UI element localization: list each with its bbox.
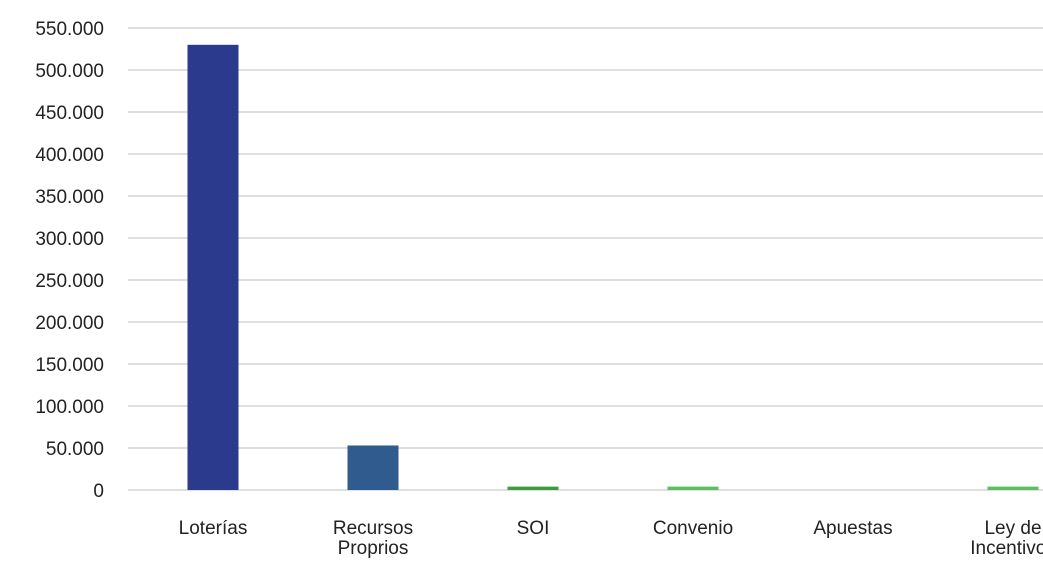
bar (347, 445, 399, 490)
x-category-label: Loterías (179, 518, 248, 539)
y-tick-label: 500.000 (35, 61, 104, 82)
x-category-label-line: Ley de (984, 518, 1041, 539)
x-category-label-line: Incentivos (970, 538, 1043, 559)
y-tick-label: 0 (93, 481, 104, 502)
y-tick-label: 550.000 (35, 19, 104, 40)
x-category-label: Ley deIncentivos (970, 518, 1043, 559)
x-category-label: Recursos Proprios (333, 518, 413, 559)
bar (507, 486, 559, 490)
x-category-label-line: Recursos (333, 518, 413, 539)
x-axis-category-labels: Loterías Recursos Proprios SOI Convenio Apues… (179, 518, 1043, 559)
gridlines (128, 27, 1043, 491)
x-category-label-line: Loterías (179, 518, 248, 539)
x-category-label: Convenio (653, 518, 733, 539)
y-tick-label: 400.000 (35, 145, 104, 166)
y-tick-label: 300.000 (35, 229, 104, 250)
bar (187, 44, 239, 491)
bar (987, 486, 1039, 490)
bar (667, 486, 719, 490)
x-category-label-line: Convenio (653, 518, 733, 539)
x-category-label-line: Apuestas (813, 518, 892, 539)
y-tick-label: 450.000 (35, 103, 104, 124)
y-tick-label: 350.000 (35, 187, 104, 208)
x-category-label: SOI (517, 518, 550, 539)
y-tick-label: 250.000 (35, 271, 104, 292)
x-category-label-line: SOI (517, 518, 550, 539)
y-tick-label: 150.000 (35, 355, 104, 376)
y-axis-tick-labels: 0 50.000 100.000 150.000 200.000 250.000 300.0… (35, 19, 104, 502)
y-tick-label: 200.000 (35, 313, 104, 334)
x-category-label: Apuestas (813, 518, 892, 539)
y-tick-label: 100.000 (35, 397, 104, 418)
bars (187, 44, 1039, 491)
x-category-label-line: Proprios (338, 538, 409, 559)
y-tick-label: 50.000 (46, 439, 104, 460)
